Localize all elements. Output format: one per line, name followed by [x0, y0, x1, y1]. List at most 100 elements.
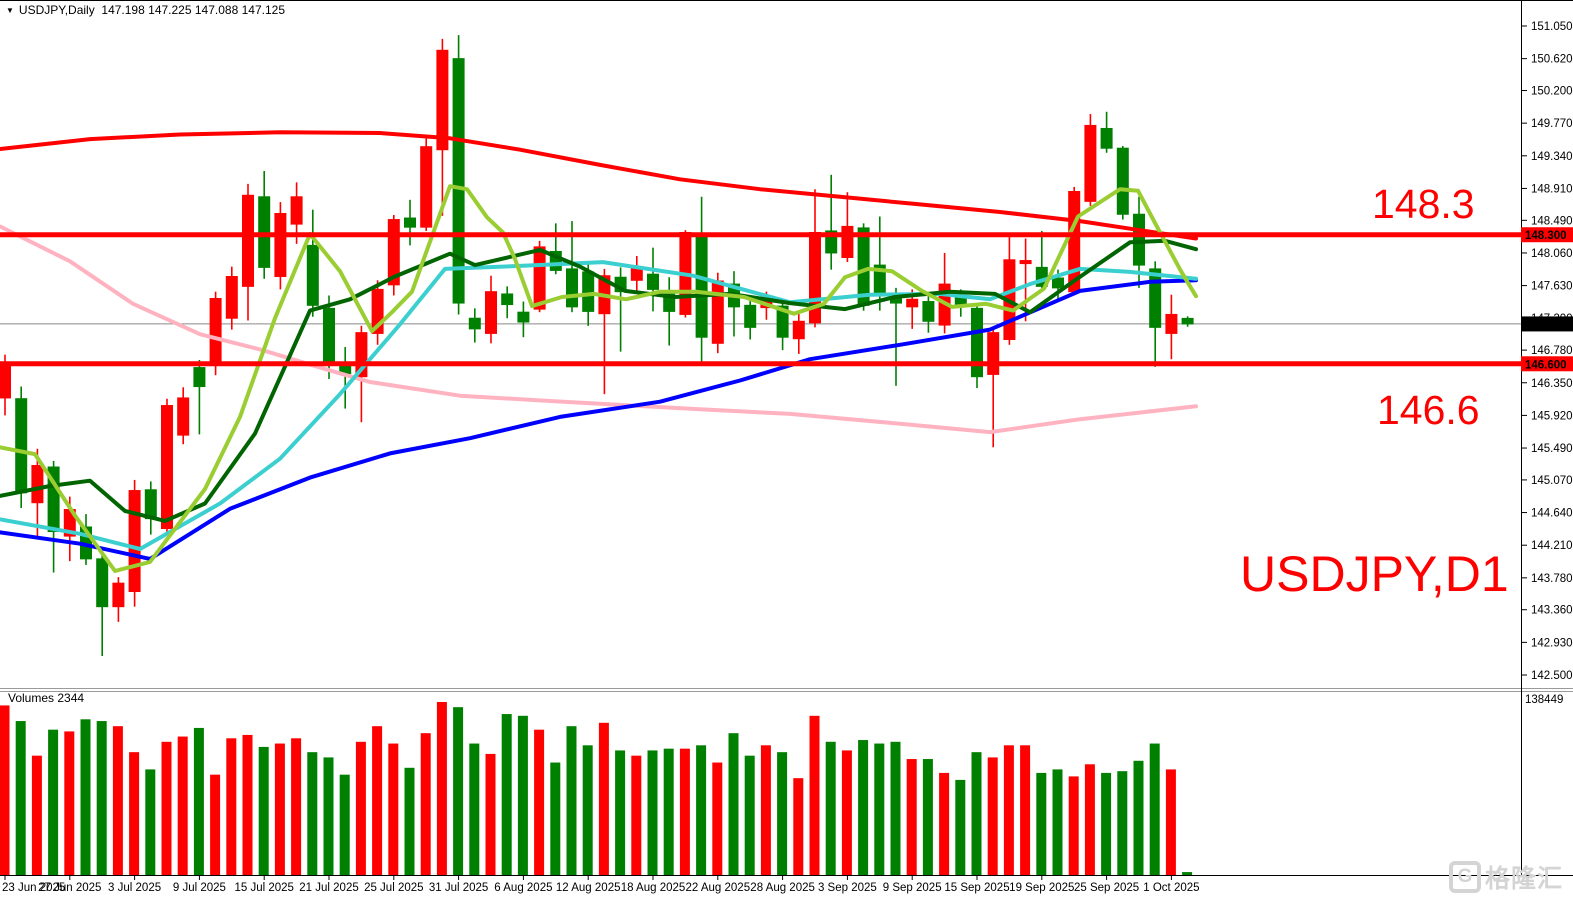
date-tick-label: 12 Aug 2025: [556, 882, 621, 894]
candle-body: [161, 405, 173, 530]
volume-bar: [307, 752, 318, 875]
ohlc-low: 147.088: [194, 3, 239, 17]
volume-bar: [728, 733, 739, 875]
date-tick-label: 3 Sep 2025: [818, 882, 877, 894]
volume-bar: [1003, 745, 1014, 875]
price-tick-label: 147.630: [1531, 281, 1573, 293]
volume-bar: [939, 772, 950, 875]
volume-bar: [1182, 872, 1193, 875]
volume-bar: [48, 729, 59, 875]
volume-bar: [1149, 743, 1160, 875]
volume-bar: [80, 719, 91, 875]
price-tick-label: 144.210: [1531, 540, 1573, 552]
volume-bar: [436, 702, 447, 875]
price-tick-label: 145.920: [1531, 410, 1573, 422]
volume-bar: [193, 727, 204, 875]
date-tick-label: 6 Aug 2025: [494, 882, 552, 894]
candle-body: [825, 230, 838, 254]
price-tick-label: 149.770: [1531, 118, 1573, 130]
date-tick-label: 27 Jun 2025: [38, 882, 101, 894]
price-tick-label: 148.060: [1531, 248, 1573, 260]
volume-bar: [0, 705, 10, 875]
price-tick-label: 148.910: [1531, 183, 1573, 195]
candle-body: [971, 307, 983, 378]
volume-bar: [696, 745, 707, 875]
level-price-tag-text: 146.600: [1525, 359, 1567, 371]
price-tick-label: 151.050: [1531, 21, 1573, 33]
price-tick-label: 142.930: [1531, 637, 1573, 649]
volume-bar: [96, 721, 107, 875]
date-tick-label: 1 Oct 2025: [1143, 882, 1199, 894]
candle-body: [274, 212, 287, 277]
candle-body: [711, 280, 724, 344]
candle-body: [1133, 213, 1145, 266]
candle-body: [906, 298, 919, 308]
volume-bar: [647, 750, 658, 875]
ma-darkgreen: [0, 238, 1198, 523]
level-label-146-6: 146.6: [1377, 387, 1480, 433]
volume-bar: [404, 767, 415, 875]
volume-bar: [1084, 764, 1095, 875]
volume-bar: [1133, 760, 1144, 875]
volume-bar: [323, 757, 334, 875]
candle-body: [922, 301, 935, 322]
date-tick-label: 19 Sep 2025: [1009, 882, 1074, 894]
price-tick-label: 143.780: [1531, 573, 1573, 585]
level-label-148-3: 148.3: [1372, 181, 1475, 227]
level-price-tag: [1521, 356, 1573, 372]
candle-body: [485, 291, 497, 334]
date-tick-label: 28 Aug 2025: [750, 882, 815, 894]
volume-bar: [858, 740, 869, 875]
volume-bar: [550, 762, 561, 875]
volume-bar: [1165, 769, 1176, 875]
volume-bar: [420, 733, 431, 875]
volume-bar: [971, 752, 982, 875]
volume-bar: [566, 726, 577, 875]
volume-bar: [922, 759, 933, 875]
price-tick-label: 150.620: [1531, 54, 1573, 66]
candle-body: [1165, 313, 1178, 334]
date-tick-label: 3 Jul 2025: [108, 882, 161, 894]
volume-bar: [31, 755, 42, 875]
candle-body: [371, 288, 384, 334]
volume-bar: [485, 753, 496, 875]
price-tick-label: 146.350: [1531, 378, 1573, 390]
date-tick-label: 15 Jul 2025: [234, 882, 293, 894]
ma-cyan: [0, 260, 1198, 551]
volume-bar: [793, 778, 804, 875]
candle-body: [31, 464, 44, 504]
volume-bar: [582, 745, 593, 875]
candles-layer: [0, 35, 1194, 657]
pane-borders: [0, 0, 1573, 876]
ma-pink-slow: [0, 224, 1198, 435]
volume-bar: [841, 750, 852, 875]
volume-bar: [679, 748, 690, 875]
date-tick-label: 25 Sep 2025: [1074, 882, 1139, 894]
candle-body: [387, 219, 400, 286]
candle-body: [1181, 317, 1194, 325]
candle-body: [776, 305, 789, 338]
candle-body: [193, 367, 206, 388]
price-tick-label: 142.500: [1531, 670, 1573, 682]
volume-bar: [145, 769, 156, 875]
symbol-dropdown-icon[interactable]: ▼: [6, 6, 14, 16]
volume-bar: [453, 707, 464, 875]
date-tick-label: 9 Sep 2025: [883, 882, 942, 894]
volume-bar: [1020, 745, 1031, 875]
watermark-logo: G 格隆汇: [1448, 859, 1563, 895]
candle-body: [112, 582, 125, 608]
candle-body: [566, 268, 578, 308]
price-axis[interactable]: 151.050 150.620 150.200 149.770 149.340 148.9…: [1521, 21, 1573, 706]
candle-body: [47, 466, 60, 533]
ohlc-open: 147.198: [101, 3, 145, 17]
candle-body: [1019, 260, 1032, 265]
volume-bar: [274, 743, 285, 875]
volume-bar: [112, 726, 123, 875]
volume-bar: [1101, 772, 1112, 875]
price-tick-label: 149.340: [1531, 151, 1573, 163]
volume-bar: [744, 755, 755, 875]
volume-bar: [906, 759, 917, 875]
